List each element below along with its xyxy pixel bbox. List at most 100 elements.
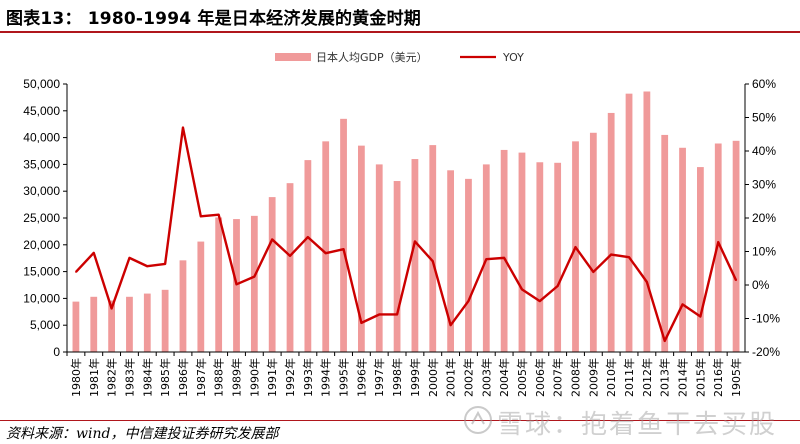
bar-1985年 <box>161 289 169 352</box>
bar-2014年 <box>679 147 686 352</box>
x-tick-label: 2011年 <box>622 358 636 397</box>
line-series-yoy <box>75 126 738 343</box>
yoy-point-1987年 <box>200 215 202 218</box>
x-tick-label: 2010年 <box>604 358 618 397</box>
y-left-tick-label: 15,000 <box>23 265 60 279</box>
x-tick-label: 1999年 <box>408 358 422 397</box>
x-tick-label: 2003年 <box>479 358 493 397</box>
bar-1980年 <box>72 301 80 352</box>
x-tick-label: 1994年 <box>319 358 333 397</box>
yoy-point-1986年 <box>182 126 184 129</box>
bar-2015年 <box>697 167 704 352</box>
yoy-point-1989年 <box>235 283 238 286</box>
bar-1996年 <box>358 145 365 352</box>
x-tick-label: 2014年 <box>676 358 690 397</box>
x-tick-label: 1982年 <box>105 358 119 397</box>
yoy-point-1992年 <box>289 255 291 257</box>
x-tick-label: 1991年 <box>265 358 279 397</box>
x-tick-label: 1983年 <box>122 358 136 397</box>
y-left-tick-label: 25,000 <box>23 211 60 225</box>
x-tick-label: 2007年 <box>551 358 565 397</box>
yoy-point-2013年 <box>663 340 666 342</box>
yoy-point-2002年 <box>467 300 470 302</box>
bar-2007年 <box>554 162 562 352</box>
bar-1999年 <box>411 159 419 352</box>
y-right-tick-label: -20% <box>752 345 780 359</box>
bar-2012年 <box>643 91 651 352</box>
x-tick-label: 1985年 <box>158 358 172 397</box>
y-left-tick-label: 45,000 <box>23 104 60 118</box>
yoy-point-1988年 <box>217 213 220 216</box>
x-tick-label: 1984年 <box>140 358 154 397</box>
x-tick-label: 1993年 <box>301 358 315 397</box>
bar-1993年 <box>304 160 312 352</box>
bar-1981年 <box>90 296 98 352</box>
yoy-point-2008年 <box>574 246 577 248</box>
yoy-point-2006年 <box>539 300 541 302</box>
yoy-point-1905年 <box>735 279 737 282</box>
y-right-tick-label: 30% <box>752 178 776 192</box>
x-tick-label: 2000年 <box>426 358 440 397</box>
y-left-tick-label: 40,000 <box>23 131 60 145</box>
bar-1989年 <box>233 219 240 352</box>
y-left-tick-label: 10,000 <box>23 291 60 305</box>
bar-2004年 <box>500 149 508 352</box>
x-tick-label: 1988年 <box>212 358 226 397</box>
yoy-point-2010年 <box>610 253 612 256</box>
yoy-point-1993年 <box>307 236 309 238</box>
y-left-tick-label: 50,000 <box>23 77 60 91</box>
legend-swatch-gdp <box>275 53 311 61</box>
y-left-tick-label: 0 <box>53 345 60 359</box>
bar-1982年 <box>108 300 115 352</box>
bar-2010年 <box>607 112 615 352</box>
yoy-point-1997年 <box>378 313 381 316</box>
y-right-tick-label: 60% <box>752 77 776 91</box>
yoy-point-1984年 <box>146 265 149 268</box>
bar-2011年 <box>625 93 633 353</box>
y-left-tick-labels: 0 5,000 10,000 15,000 20,000 25,000 30,000 35,0… <box>23 77 60 359</box>
y-right-tick-label: 20% <box>752 211 776 225</box>
x-tick-label: 2013年 <box>658 358 672 397</box>
watermark-logo-icon <box>464 406 492 434</box>
x-tick-label: 1986年 <box>176 358 190 397</box>
yoy-point-2003年 <box>485 258 488 260</box>
x-tick-label: 1992年 <box>283 358 297 397</box>
yoy-point-1999年 <box>414 240 416 243</box>
watermark: 雪球：抱着鱼干去买股 <box>497 410 778 440</box>
legend-label-yoy: YOY <box>502 51 524 64</box>
x-tick-label: 1987年 <box>194 358 208 397</box>
x-tick-label: 1998年 <box>390 358 404 397</box>
y-right-tick-label: 10% <box>752 245 776 259</box>
yoy-point-1983年 <box>128 257 131 259</box>
yoy-point-2011年 <box>628 256 630 258</box>
x-tick-label: 2006年 <box>533 358 547 397</box>
yoy-point-1994年 <box>324 252 327 254</box>
yoy-point-2016年 <box>717 241 720 243</box>
bar-1990年 <box>250 215 258 352</box>
legend-label-gdp: 日本人均GDP（美元） <box>316 50 428 64</box>
x-tick-label: 2005年 <box>515 358 529 397</box>
x-tick-label: 2009年 <box>586 358 600 397</box>
yoy-point-2015年 <box>699 315 702 318</box>
chart-axes <box>63 83 749 356</box>
bar-1998年 <box>393 181 401 352</box>
source-note: 资料来源：wind，中信建投证券研究发展部 <box>6 426 279 442</box>
bar-1987年 <box>197 241 205 352</box>
yoy-line <box>75 126 738 343</box>
x-tick-label: 2004年 <box>497 358 511 397</box>
bar-2001年 <box>447 170 454 352</box>
x-tick-label: 2012年 <box>640 358 654 397</box>
x-tick-labels: 1980年 1981年 1982年 1983年 1984年 1985年 1986年 1987年… <box>69 358 743 397</box>
x-tick-label: 1997年 <box>372 358 386 397</box>
yoy-point-2012年 <box>646 281 648 283</box>
x-tick-label: 1996年 <box>354 358 368 397</box>
y-right-tick-labels: -20% -10% 0% 10% 20% 30% 40% 50% 60% <box>752 77 780 359</box>
bar-1984年 <box>143 293 151 352</box>
x-tick-label: 2016年 <box>711 358 725 397</box>
bar-2013年 <box>661 134 669 352</box>
yoy-point-1981年 <box>92 252 95 254</box>
bar-1991年 <box>268 197 276 352</box>
bar-1992年 <box>286 183 294 352</box>
x-tick-label: 2015年 <box>693 358 707 397</box>
x-tick-label: 1995年 <box>337 358 351 397</box>
